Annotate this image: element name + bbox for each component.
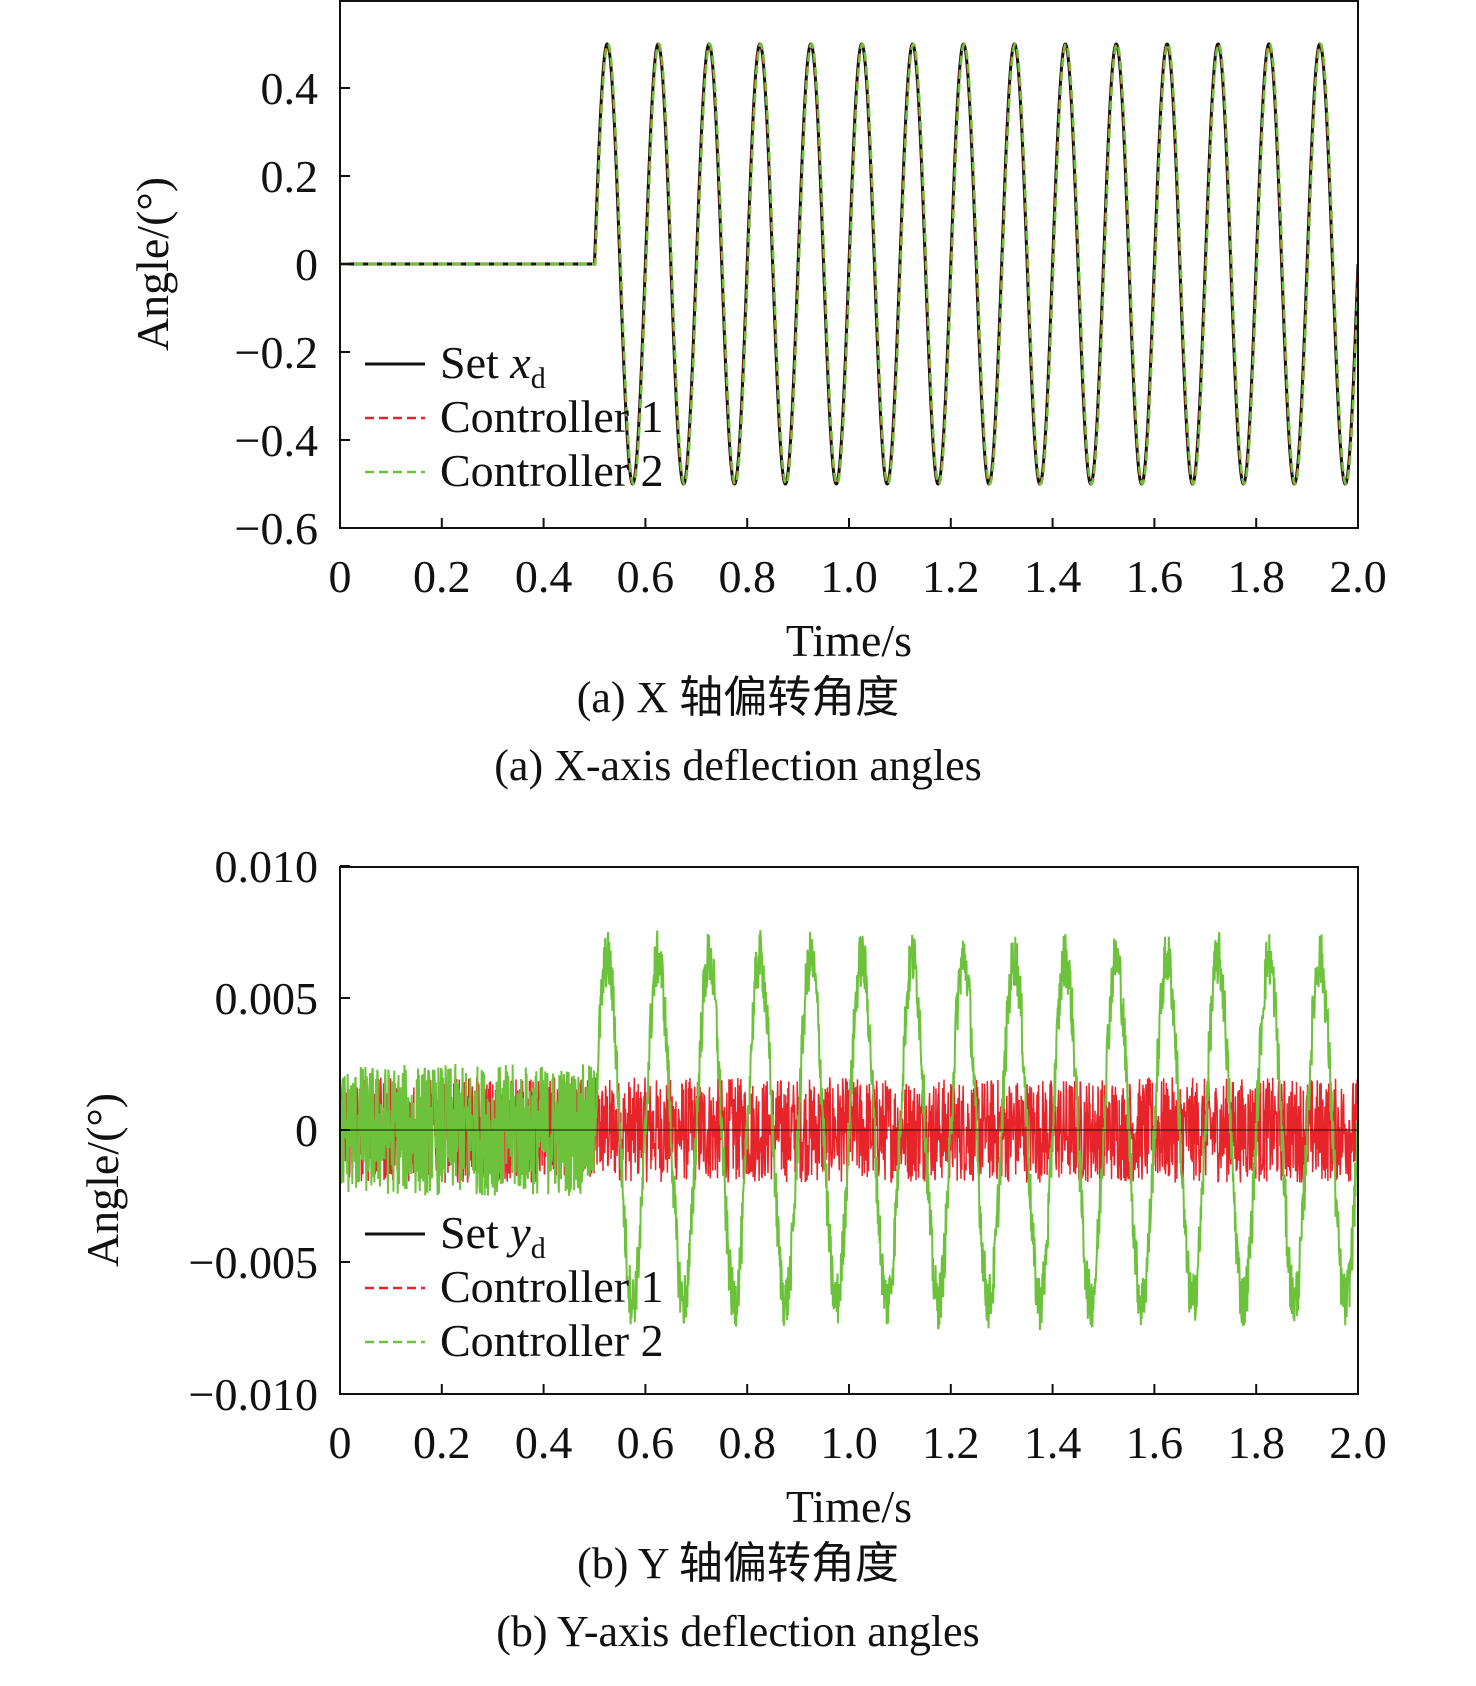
x-tick-label: 2.0 (1329, 1417, 1387, 1468)
y-axis-title: Angle/(°) (77, 1093, 128, 1267)
y-tick-label: −0.010 (189, 1369, 318, 1420)
chart-panel-b: 0 0.2 0.4 0.6 0.8 1.0 1.2 1.4 1.6 1.8 2.0 −0.010 −0.… (77, 841, 1387, 1656)
x-tick-label: 0.8 (718, 1417, 776, 1468)
x-tick-label: 0.6 (617, 551, 675, 602)
y-tick-label: 0.2 (261, 151, 319, 202)
x-axis-title: Time/s (786, 615, 912, 666)
y-tick-label: 0.4 (261, 63, 319, 114)
x-tick-label: 0.6 (617, 1417, 675, 1468)
x-tick-label: 1.6 (1126, 551, 1184, 602)
series-line-controller-1 (593, 1077, 1358, 1183)
x-tick-label: 1.2 (922, 1417, 980, 1468)
x-axis-title: Time/s (786, 1481, 912, 1532)
x-tick-label: 2.0 (1329, 551, 1387, 602)
plot-area (340, 930, 1358, 1331)
x-tick-label: 0.2 (413, 1417, 471, 1468)
y-tick-label: −0.6 (235, 503, 318, 554)
x-tick-label: 0.8 (718, 551, 776, 602)
caption-en: (a) X-axis deflection angles (494, 741, 981, 790)
x-tick-label: 0 (329, 551, 352, 602)
caption-cn: (a) X 轴偏转角度 (577, 673, 900, 722)
x-tick-label: 0.4 (515, 551, 573, 602)
legend-label-controller-1: Controller 1 (440, 1261, 664, 1312)
chart-panel-a: 0 0.2 0.4 0.6 0.8 1.0 1.2 1.4 1.6 1.8 2.0 −0.6 −0.4 −… (127, 0, 1387, 790)
x-tick-label: 1.6 (1126, 1417, 1184, 1468)
y-tick-label: 0.010 (215, 841, 319, 892)
y-tick-label: −0.2 (235, 327, 318, 378)
x-tick-label: 1.4 (1024, 551, 1082, 602)
x-tick-label: 1.4 (1024, 1417, 1082, 1468)
x-tick-label: 1.0 (820, 551, 878, 602)
caption-cn: (b) Y 轴偏转角度 (577, 1539, 899, 1588)
legend-label-set: Set yd (440, 1207, 546, 1265)
x-tick-label: 1.0 (820, 1417, 878, 1468)
series-line-controller-2 (340, 42, 1358, 486)
legend-label-set: Set xd (440, 337, 546, 395)
y-tick-label: 0.005 (215, 973, 319, 1024)
x-tick-label: 0.2 (413, 551, 471, 602)
caption-en: (b) Y-axis deflection angles (496, 1607, 979, 1656)
legend-label-controller-2: Controller 2 (440, 1315, 664, 1366)
x-tick-label: 1.8 (1227, 1417, 1285, 1468)
legend-label-controller-1: Controller 1 (440, 391, 664, 442)
x-tick-label: 1.2 (922, 551, 980, 602)
y-axis-title: Angle/(°) (127, 177, 178, 351)
plot-area (340, 42, 1358, 486)
x-tick-label: 1.8 (1227, 551, 1285, 602)
y-tick-label: −0.4 (235, 415, 318, 466)
x-tick-label: 0.4 (515, 1417, 573, 1468)
y-tick-label: 0 (295, 239, 318, 290)
y-tick-label: −0.005 (189, 1237, 318, 1288)
legend-label-controller-2: Controller 2 (440, 445, 664, 496)
x-tick-label: 0 (329, 1417, 352, 1468)
y-tick-label: 0 (295, 1105, 318, 1156)
